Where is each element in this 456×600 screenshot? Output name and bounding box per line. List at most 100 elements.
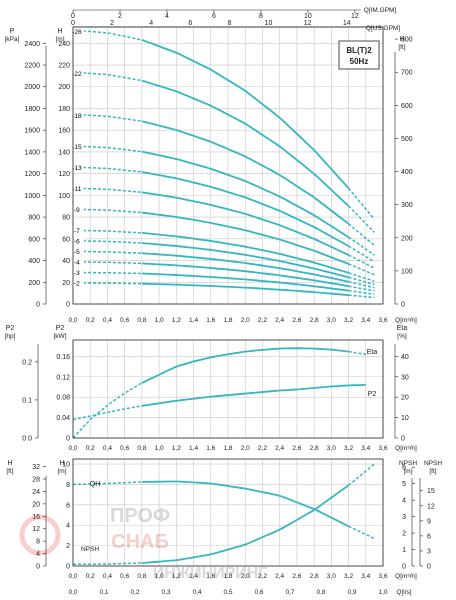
p2-x-tick-label: 1,6 xyxy=(206,445,215,452)
p1-x-tick-label: 2,0 xyxy=(241,317,250,324)
h-ft-tick-label: 16 xyxy=(32,514,40,521)
h-ft-tick-label: 4 xyxy=(36,551,40,558)
p3-x-tick-label: 1,8 xyxy=(223,573,232,580)
p1-x-tick-label: 1,4 xyxy=(189,317,198,324)
h-m-axis-label: H xyxy=(57,28,62,35)
ft-tick-label: 300 xyxy=(401,202,413,209)
us-gpm-tick-label: 8 xyxy=(227,20,231,27)
p3-x-tick-label: 3,6 xyxy=(378,573,387,580)
p2-x-tick-label: 0,8 xyxy=(137,445,146,452)
h-m3-tick-label: 8 xyxy=(66,482,70,489)
watermark-line2: СНАБ xyxy=(111,531,169,553)
stage-curve-dashed-end xyxy=(348,263,375,276)
p2-x-tick-label: 1,0 xyxy=(155,445,164,452)
h-ft-tick-label: 8 xyxy=(36,539,40,546)
stage-curve-solid xyxy=(141,272,349,292)
kpa-axis-label: P xyxy=(10,28,15,35)
p2-x-tick-label: 1,2 xyxy=(172,445,181,452)
im-gpm-tick-label: 8 xyxy=(259,13,263,20)
eta-curve-dashed-start xyxy=(72,382,143,439)
eta-tick-label: 10 xyxy=(401,415,409,422)
eta-tick-label: 0 xyxy=(401,436,405,443)
stage-label: -18 xyxy=(72,113,82,120)
stage-curve-solid xyxy=(141,39,350,189)
p3-x-tick-label: 2,4 xyxy=(275,573,284,580)
stage-label-bg xyxy=(69,111,84,120)
stage-label-bg xyxy=(69,237,84,246)
p1-x-label: Q[m³/h] xyxy=(395,317,417,324)
npsh-m-tick-label: 6 xyxy=(402,465,406,472)
qh-series-label: QH xyxy=(90,481,101,488)
p2-x-tick-label: 3,0 xyxy=(327,445,336,452)
im-gpm-tick-label: 4 xyxy=(165,13,169,20)
h-m-tick-label: 200 xyxy=(58,84,70,91)
stage-label: -4 xyxy=(74,260,80,267)
watermark-line1: ПРОФ xyxy=(110,505,170,527)
npsh-m-tick-label: 2 xyxy=(402,531,406,538)
stage-curve-dashed-start xyxy=(72,113,143,122)
p3-x-tick-label: 2,2 xyxy=(258,573,267,580)
stage-label-bg xyxy=(69,205,84,214)
stage-label-bg xyxy=(69,69,84,78)
us-gpm-tick-label: 0 xyxy=(71,20,75,27)
h-ft-axis-label: H xyxy=(7,460,12,467)
stage-curve-dashed-end xyxy=(348,294,375,299)
stage-curve-dashed-end xyxy=(348,223,375,246)
stage-label-bg xyxy=(69,184,84,193)
ft-tick-label: 700 xyxy=(401,70,413,77)
npsh-m-tick-label: 0 xyxy=(402,564,406,571)
kw-tick-label: 0.04 xyxy=(56,415,70,422)
p3-x2-tick-label: 0,4 xyxy=(192,589,201,596)
us-gpm-tick-label: 14 xyxy=(343,20,351,27)
stage-label-bg xyxy=(69,226,84,235)
p1-x-tick-label: 3,2 xyxy=(344,317,353,324)
h-m-tick-label: 20 xyxy=(62,280,70,287)
stage-curve-solid xyxy=(141,79,350,207)
p2-x-label: Q[m³/h] xyxy=(395,445,417,452)
npsh-ft-tick-label: 3 xyxy=(427,548,431,555)
us-gpm-label: Q[US.GPM] xyxy=(366,25,401,32)
p1-x-tick-label: 1,2 xyxy=(172,317,181,324)
npsh-curve-dashed-end xyxy=(348,463,375,486)
ft-axis-label: H xyxy=(399,36,404,43)
stage-label: -2 xyxy=(74,281,80,288)
kpa-tick-label: 1400 xyxy=(24,149,40,156)
p3-x-tick-label: 2,6 xyxy=(292,573,301,580)
stage-label: -26 xyxy=(72,29,82,36)
p3-x2-tick-label: 0,3 xyxy=(161,589,170,596)
kw-tick-label: 0 xyxy=(66,436,70,443)
npsh-m-tick-label: 1 xyxy=(402,547,406,554)
eta-curve-solid xyxy=(141,347,349,384)
kw-tick-label: 0.08 xyxy=(56,395,70,402)
stage-label: -5 xyxy=(74,249,80,256)
h-m3-tick-label: 0 xyxy=(66,564,70,571)
p1-x-tick-label: 0,0 xyxy=(68,317,77,324)
hp-axis-label: P2 xyxy=(6,325,15,332)
eta-tick-label: 40 xyxy=(401,354,409,361)
im-gpm-tick-label: 12 xyxy=(351,13,359,20)
stage-curve-dashed-end xyxy=(348,205,375,233)
stage-curve-solid xyxy=(141,242,349,279)
panel3-frame xyxy=(72,458,384,567)
stage-curve-dashed-start xyxy=(73,208,142,214)
stage-label-bg xyxy=(69,163,84,172)
p3-x2-tick-label: 1,0 xyxy=(378,589,387,596)
h-m3-tick-label: 10 xyxy=(62,462,70,469)
stage-curve-dashed-end xyxy=(348,285,375,292)
p1-x-tick-label: 1,6 xyxy=(206,317,215,324)
us-gpm-tick-label: 4 xyxy=(149,20,153,27)
kw-tick-label: 0.16 xyxy=(56,354,70,361)
p1-x-tick-label: 2,6 xyxy=(292,317,301,324)
chart-title: BL(T)2 xyxy=(346,46,372,55)
p3-x-tick-label: 0,2 xyxy=(86,573,95,580)
stage-curve-dashed-start xyxy=(73,271,142,275)
ft-tick-label: 200 xyxy=(401,235,413,242)
stage-label: -13 xyxy=(72,165,82,172)
p2-x-tick-label: 3,2 xyxy=(344,445,353,452)
kpa-tick-label: 1600 xyxy=(24,128,40,135)
stage-curve-dashed-start xyxy=(72,187,142,194)
eta-curve-dashed-end xyxy=(348,350,366,356)
h-ft-tick-label: 12 xyxy=(32,526,40,533)
p3-x-tick-label: 0,4 xyxy=(103,573,112,580)
p2-x-tick-label: 2,4 xyxy=(275,445,284,452)
